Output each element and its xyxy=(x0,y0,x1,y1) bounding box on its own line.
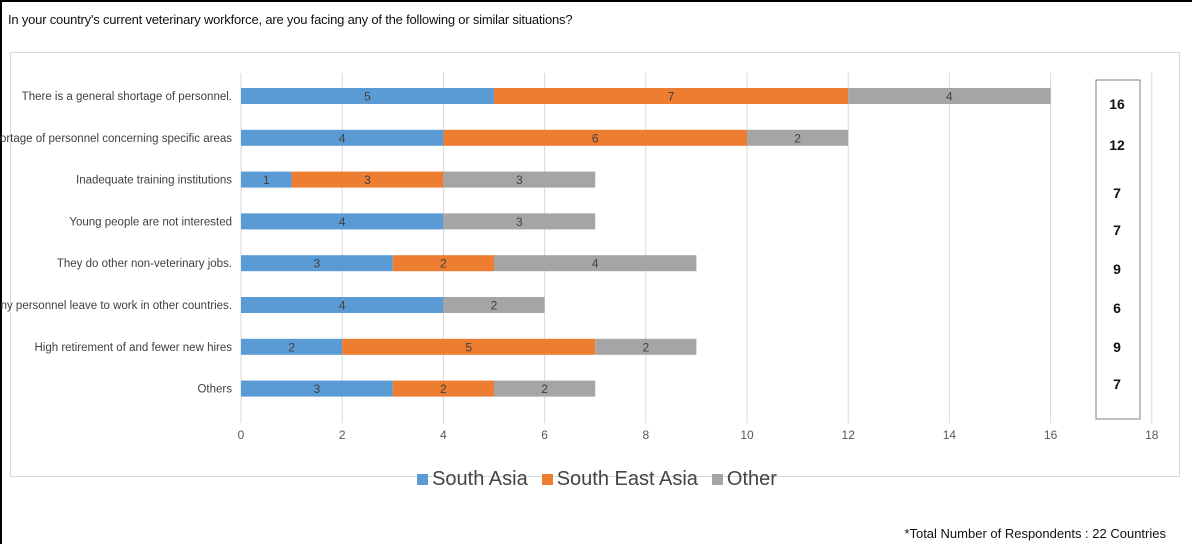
data-label: 6 xyxy=(592,131,599,145)
row-total: 7 xyxy=(1113,376,1121,392)
row-total: 7 xyxy=(1113,185,1121,201)
bar-segment xyxy=(443,213,596,230)
bar-segment xyxy=(494,380,596,397)
legend-label: Other xyxy=(726,468,777,490)
x-tick-label: 2 xyxy=(339,428,346,442)
respondents-footnote: *Total Number of Respondents : 22 Countr… xyxy=(904,526,1166,541)
bar-segment xyxy=(241,129,444,146)
data-label: 1 xyxy=(263,173,270,187)
x-tick-label: 16 xyxy=(1044,428,1058,442)
category-label: Inadequate training institutions xyxy=(76,175,232,187)
x-tick-label: 10 xyxy=(740,428,754,442)
chart-question: In your country's current veterinary wor… xyxy=(8,12,573,27)
chart-legend: South Asia South East Asia Other xyxy=(0,468,1194,491)
category-labels: There is a general shortage of personnel… xyxy=(0,91,232,396)
row-total: 12 xyxy=(1109,137,1125,153)
gridlines xyxy=(240,73,1153,423)
legend-label: South Asia xyxy=(432,468,528,490)
data-label: 2 xyxy=(794,131,801,145)
bar-segment xyxy=(848,88,1051,104)
data-label: 2 xyxy=(440,257,447,271)
bar-segment xyxy=(241,88,494,104)
bar-segment xyxy=(747,129,849,146)
x-axis-ticks: 0 2 4 6 8 10 12 14 16 18 xyxy=(238,428,1159,442)
bar-segment xyxy=(443,129,747,146)
bar-segment xyxy=(241,297,444,313)
data-label: 3 xyxy=(516,215,523,229)
totals-box xyxy=(1095,79,1141,420)
bar-segment xyxy=(241,380,393,397)
bar-segment xyxy=(241,255,393,272)
bar-segment xyxy=(241,338,343,355)
data-label: 2 xyxy=(491,299,498,313)
bar-segment xyxy=(494,88,849,104)
x-tick-label: 4 xyxy=(440,428,447,442)
bar-segment xyxy=(443,171,596,188)
x-tick-label: 0 xyxy=(238,428,245,442)
totals-box-frame xyxy=(1095,79,1141,420)
data-label: 4 xyxy=(592,257,599,271)
category-label: High retirement of and fewer new hires xyxy=(34,342,232,354)
x-tick-label: 18 xyxy=(1145,428,1159,442)
bar-segment xyxy=(241,171,292,188)
data-label: 2 xyxy=(642,340,649,354)
data-label: 3 xyxy=(314,382,321,396)
legend-swatch xyxy=(417,474,429,485)
data-label: 4 xyxy=(339,299,346,313)
x-tick-label: 14 xyxy=(943,428,957,442)
data-label: 3 xyxy=(364,173,371,187)
x-tick-label: 6 xyxy=(541,428,548,442)
row-total: 9 xyxy=(1113,339,1121,355)
x-tick-label: 12 xyxy=(842,428,856,442)
category-label: Young people are not interested xyxy=(69,216,232,228)
data-label: 7 xyxy=(668,90,675,104)
legend-item: South Asia xyxy=(417,468,528,491)
row-total: 16 xyxy=(1109,96,1125,112)
legend-swatch xyxy=(711,474,723,485)
bar-segment xyxy=(241,213,444,230)
x-tick-label: 8 xyxy=(642,428,649,442)
row-total: 9 xyxy=(1113,261,1121,277)
data-label: 4 xyxy=(946,90,953,104)
data-label: 3 xyxy=(314,257,321,271)
data-label: 5 xyxy=(364,90,371,104)
data-label: 4 xyxy=(339,131,346,145)
row-total: 7 xyxy=(1113,222,1121,238)
category-label: They do other non-veterinary jobs. xyxy=(57,258,232,270)
plot-area-border xyxy=(10,52,1180,477)
data-label: 5 xyxy=(465,340,472,354)
bar-segment xyxy=(595,338,697,355)
bar-segment xyxy=(392,380,494,397)
legend-label: South East Asia xyxy=(556,468,698,490)
row-totals: 16 12 7 7 9 6 9 7 xyxy=(1109,96,1125,392)
legend-item: Other xyxy=(711,468,777,491)
bar-segment xyxy=(291,171,444,188)
category-label: Many personnel leave to work in other co… xyxy=(0,300,232,312)
legend-swatch xyxy=(541,474,553,485)
bar-segment xyxy=(443,297,545,313)
data-label: 2 xyxy=(288,340,295,354)
data-label: 2 xyxy=(440,382,447,396)
category-label: There is a general shortage of personnel… xyxy=(22,91,232,103)
bar-segment xyxy=(494,255,697,272)
data-label: 3 xyxy=(516,173,523,187)
data-label: 4 xyxy=(339,215,346,229)
category-label: Shortage of personnel concerning specifi… xyxy=(0,133,232,145)
bar-segment xyxy=(392,255,494,272)
category-label: Others xyxy=(197,384,232,396)
bars: 5 7 4 4 6 2 1 3 3 4 3 3 2 4 4 2 2 5 2 3 2 2 xyxy=(241,88,1051,397)
data-label: 2 xyxy=(541,382,548,396)
bar-segment xyxy=(342,338,596,355)
row-total: 6 xyxy=(1113,300,1121,316)
legend-item: South East Asia xyxy=(541,468,698,491)
